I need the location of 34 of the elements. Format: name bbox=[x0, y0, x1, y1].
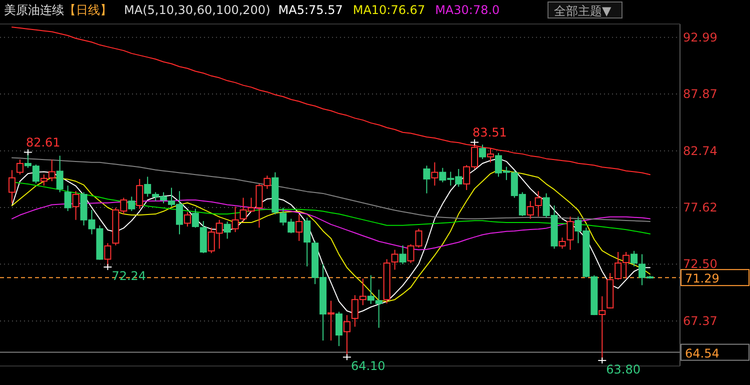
candlestick bbox=[72, 190, 80, 220]
ref-line-label: 71.29 bbox=[685, 272, 720, 286]
candlestick bbox=[304, 217, 311, 267]
text: MA5:75.57 bbox=[278, 3, 343, 17]
candlestick bbox=[328, 300, 334, 342]
candlestick bbox=[423, 165, 430, 194]
candlestick bbox=[534, 190, 542, 218]
annotation: 82.61 bbox=[26, 135, 60, 150]
text: MA30:78.0 bbox=[435, 3, 500, 17]
candlestick bbox=[296, 214, 303, 242]
candlestick bbox=[383, 258, 390, 304]
candlestick bbox=[487, 148, 494, 163]
ref-line-label: 64.54 bbox=[685, 346, 720, 360]
text: MA10:76.67 bbox=[352, 3, 426, 17]
legend-title: MA(5,10,30,60,100,200) bbox=[124, 3, 270, 17]
annotation: 64.10 bbox=[350, 359, 386, 374]
candlestick bbox=[431, 162, 438, 186]
annotation: 63.80 bbox=[606, 362, 641, 376]
y-tick-label: 82.74 bbox=[683, 144, 718, 158]
chart-subtitle: 【日线】 bbox=[64, 3, 112, 17]
chart-title: 美原油连续 bbox=[4, 3, 64, 17]
candlestick bbox=[566, 216, 574, 250]
y-tick-label: 92.99 bbox=[683, 30, 718, 44]
line-series bbox=[12, 26, 650, 176]
candlestick bbox=[526, 200, 534, 220]
annotation: 72.24 bbox=[112, 269, 146, 284]
y-tick-label: 67.37 bbox=[683, 314, 718, 328]
candlestick bbox=[8, 170, 16, 204]
y-tick-label: 87.87 bbox=[683, 87, 718, 102]
y-tick-label: 72.50 bbox=[683, 257, 718, 272]
annotation: 83.51 bbox=[472, 125, 507, 140]
candlestick bbox=[184, 212, 191, 228]
y-tick-label: 77.62 bbox=[683, 200, 718, 215]
text: 全部主题▼ bbox=[554, 4, 612, 18]
